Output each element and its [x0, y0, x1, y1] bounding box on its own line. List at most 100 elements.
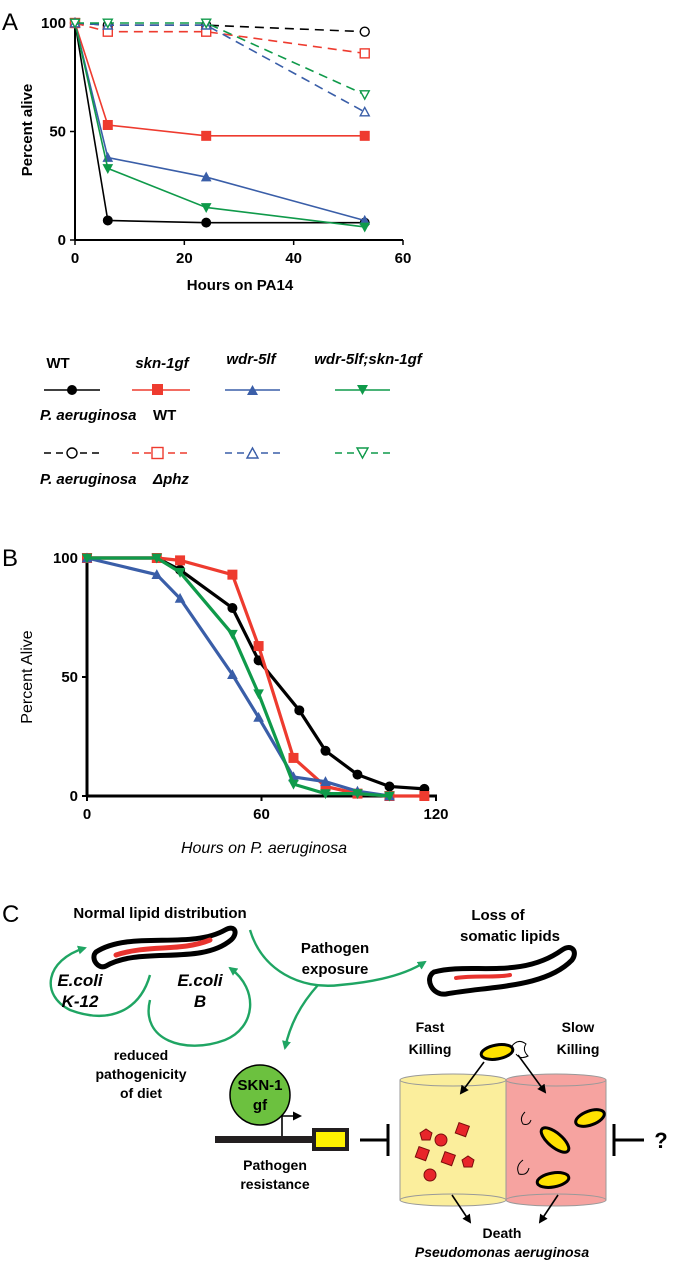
loss-lipids-label-line1: Loss of: [471, 907, 525, 924]
data-point-0-2: [202, 218, 211, 227]
series-line-7: [75, 23, 365, 95]
data-point-1-3: [360, 131, 369, 140]
legend-wdr5lf-dashed-marker: [247, 448, 258, 458]
legend-skn1gf-solid-marker: [152, 384, 163, 395]
legend-double-dashed-marker: [357, 448, 368, 458]
data-point-4-3: [360, 27, 369, 36]
data-point-1-1: [103, 120, 112, 129]
worm-loss-lipid: [430, 947, 575, 994]
question-mark: ?: [654, 1128, 667, 1153]
fast-killing-box: [400, 1074, 506, 1206]
chart-b-survival: 0 60 120050100: [53, 550, 449, 823]
data-point-3-4: [254, 690, 263, 698]
y-tick-label-1: 50: [61, 669, 78, 686]
data-point-0-6: [321, 746, 330, 755]
chart-b-ylabel: Percent Alive: [19, 630, 36, 723]
chart-a-series: [71, 19, 370, 232]
series-4: [71, 19, 370, 37]
chart-a-ticks: 0 20 40 60 0 50 100: [41, 15, 411, 267]
chart-a-ylabel: Percent alive: [19, 84, 36, 177]
pseudomonas-label: Pseudomonas aeruginosa: [415, 1244, 589, 1260]
panel-c-letter: C: [2, 901, 19, 928]
legend-strain-wdr5lf: wdr-5lf: [226, 351, 277, 368]
data-point-0-8: [385, 782, 394, 791]
series-1: [83, 554, 429, 801]
ecoli-k12-label-line1: E.coli: [57, 971, 104, 990]
legend: WT skn-1gf wdr-5lf wdr-5lf;skn-1gf P. ae…: [40, 351, 424, 488]
series-0: [83, 554, 429, 794]
death-label: Death: [483, 1225, 522, 1241]
series-line-1: [75, 23, 365, 136]
data-point-0-3: [228, 603, 237, 612]
y-tick-label-2: 100: [53, 550, 78, 567]
series-2: [71, 19, 370, 225]
skn1-label-line1: SKN-1: [237, 1077, 282, 1094]
chart-b-xlabel: Hours on P. aeruginosa: [181, 840, 347, 857]
worm-normal-lipid: [94, 928, 235, 967]
data-point-3-1: [103, 165, 112, 173]
x-tick-label-1: 20: [176, 250, 193, 267]
series-line-6: [75, 23, 365, 112]
reduced-label-line3: of diet: [120, 1085, 162, 1101]
x-tick-label-0: 0: [71, 250, 79, 267]
x-tick-label-2: 120: [423, 806, 448, 823]
data-point-1-4: [254, 642, 263, 651]
series-5: [71, 19, 370, 58]
panel-b-letter: B: [2, 545, 18, 572]
y-tick-label-2: 100: [41, 15, 66, 32]
series-line-4: [75, 23, 365, 32]
ecoli-b-label-line1: E.coli: [177, 971, 224, 990]
series-7: [71, 19, 370, 99]
data-point-1-2: [176, 556, 185, 565]
fast-killing-label-line1: Fast: [416, 1019, 445, 1035]
x-tick-label-2: 40: [285, 250, 302, 267]
series-line-3: [75, 23, 365, 227]
x-tick-label-1: 60: [253, 806, 270, 823]
chart-b-series: [83, 554, 429, 801]
data-point-1-2: [202, 131, 211, 140]
gene-promoter: [215, 1116, 347, 1149]
skn1-label-line2: gf: [253, 1097, 268, 1114]
y-tick-label-1: 50: [49, 124, 66, 141]
ecoli-b-label-line2: B: [194, 992, 206, 1011]
legend-condition-phz-suffix: Δphz: [152, 471, 189, 488]
series-line-1: [87, 558, 424, 796]
chart-a-xlabel: Hours on PA14: [187, 277, 294, 294]
fast-killing-label-line2: Killing: [409, 1041, 452, 1057]
reduced-label-line2: pathogenicity: [95, 1066, 186, 1082]
data-point-0-5: [295, 706, 304, 715]
data-point-5-3: [360, 49, 369, 58]
legend-wt-dashed-marker: [67, 448, 77, 458]
legend-strain-skn1gf: skn-1gf: [135, 355, 190, 372]
data-point-1-5: [289, 753, 298, 762]
data-point-6-3: [360, 107, 369, 115]
loss-lipids-label-line2: somatic lipids: [460, 928, 560, 945]
slow-killing-label-line1: Slow: [562, 1019, 595, 1035]
y-tick-label-0: 0: [70, 788, 78, 805]
series-line-5: [75, 23, 365, 53]
data-point-1-9: [420, 792, 429, 801]
series-6: [71, 19, 370, 116]
legend-condition-phz-species: P. aeruginosa: [40, 471, 136, 488]
legend-condition-wt-species: P. aeruginosa: [40, 407, 136, 424]
chart-a-survival: 0 20 40 60 0 50 100: [41, 15, 411, 267]
pathogen-exposure-label-line1: Pathogen: [301, 940, 369, 957]
data-point-0-1: [103, 216, 112, 225]
legend-wt-solid-marker: [67, 385, 77, 395]
pathogen-resistance-label-line1: Pathogen: [243, 1157, 307, 1173]
legend-condition-wt-suffix: WT: [153, 407, 176, 424]
series-line-0: [75, 23, 365, 223]
legend-strain-double: wdr-5lf;skn-1gf: [314, 351, 424, 368]
pathogen-exposure-label-line2: exposure: [302, 961, 369, 978]
y-tick-label-0: 0: [58, 232, 66, 249]
inhibition-right: [614, 1124, 644, 1156]
series-1: [71, 19, 370, 141]
x-tick-label-3: 60: [395, 250, 412, 267]
series-0: [71, 19, 370, 228]
inhibition-left: [360, 1124, 388, 1156]
skn1-gf-node: [230, 1065, 290, 1125]
panel-a-letter: A: [2, 9, 18, 36]
legend-skn1gf-dashed-marker: [152, 448, 163, 459]
ecoli-k12-label-line2: K-12: [62, 992, 99, 1011]
